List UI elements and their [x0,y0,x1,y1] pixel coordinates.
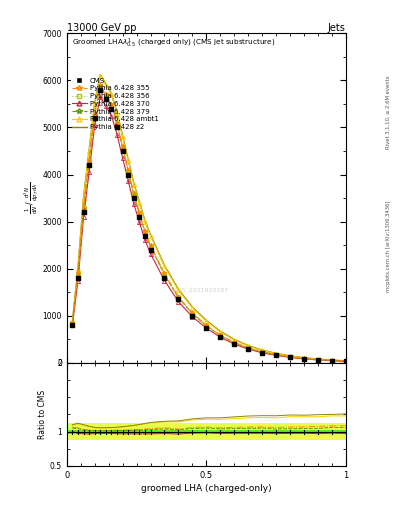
Point [75,274,81,282]
Point [147,246,154,254]
Text: mcplots.cern.ch [arXiv:1306.3436]: mcplots.cern.ch [arXiv:1306.3436] [386,200,391,291]
Point [231,339,237,348]
Y-axis label: $\frac{1}{\mathrm{d}N}\,/\,\frac{\mathrm{d}^2N}{\mathrm{d}p_T\,\mathrm{d}\lambda: $\frac{1}{\mathrm{d}N}\,/\,\frac{\mathrm… [22,182,40,214]
Point [315,356,321,364]
Point [301,355,307,363]
Point [119,147,126,155]
Point [175,295,182,304]
Point [189,312,196,320]
Text: Groomed LHA$\lambda^1_{0.5}$ (charged only) (CMS jet substructure): Groomed LHA$\lambda^1_{0.5}$ (charged on… [72,36,276,50]
Bar [67,423,346,440]
Text: 13000 GeV pp: 13000 GeV pp [67,23,136,33]
Point [97,86,103,94]
Point [245,345,252,353]
Point [69,321,75,329]
Bar [67,430,346,434]
Point [114,123,120,132]
Point [86,161,92,169]
Point [217,332,223,340]
Point [203,324,209,332]
X-axis label: groomed LHA (charged-only): groomed LHA (charged-only) [141,484,272,493]
Legend: CMS, Pythia 6.428 355, Pythia 6.428 356, Pythia 6.428 370, Pythia 6.428 379, Pyt: CMS, Pythia 6.428 355, Pythia 6.428 356,… [70,76,160,132]
Point [81,208,87,216]
Point [161,274,167,282]
Y-axis label: Ratio to CMS: Ratio to CMS [38,390,47,439]
Text: Jets: Jets [328,23,346,33]
Point [273,351,279,359]
Point [108,104,115,113]
Point [130,194,137,202]
Point [142,231,148,240]
Point [343,357,349,366]
Text: CMS_2021920187: CMS_2021920187 [173,288,229,293]
Point [125,170,131,179]
Text: Rivet 3.1.10, ≥ 2.6M events: Rivet 3.1.10, ≥ 2.6M events [386,76,391,150]
Point [92,114,98,122]
Point [103,95,109,103]
Point [287,353,293,361]
Point [259,349,265,357]
Point [136,213,143,221]
Point [329,356,335,365]
